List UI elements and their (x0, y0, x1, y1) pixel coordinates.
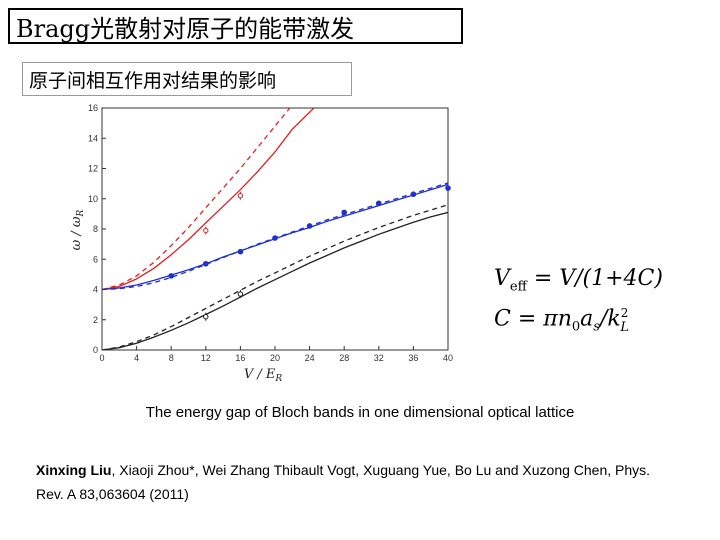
x-tick-label: 40 (443, 353, 453, 363)
x-tick-label: 24 (305, 353, 315, 363)
slide-title: Bragg光散射对原子的能带激发 (8, 8, 463, 44)
citation-rest: , Xiaoji Zhou*, Wei Zhang Thibault Vogt,… (36, 462, 651, 502)
y-tick-label: 2 (93, 315, 98, 325)
y-tick-label: 6 (93, 254, 98, 264)
data-point-red (203, 227, 209, 234)
y-tick-label: 8 (93, 224, 98, 234)
series-line-red-dashed (102, 108, 291, 291)
x-tick-label: 12 (201, 353, 211, 363)
x-tick-label: 0 (99, 353, 104, 363)
x-tick-label: 20 (270, 353, 280, 363)
y-tick-label: 14 (88, 133, 98, 143)
y-tick-label: 12 (88, 164, 98, 174)
series-line-red-solid (102, 108, 315, 291)
x-tick-label: 36 (408, 353, 418, 363)
figure-caption: The energy gap of Bloch bands in one dim… (145, 404, 575, 421)
plot-frame (101, 107, 449, 351)
x-tick-label: 16 (235, 353, 245, 363)
slide-subtitle: 原子间相互作用对结果的影响 (22, 62, 352, 96)
x-tick-label: 32 (374, 353, 384, 363)
series-line-black-dashed (102, 204, 448, 350)
data-point-blue (168, 273, 174, 279)
y-axis-label: ω / ωR (69, 209, 86, 250)
citation: Xinxing Liu, Xiaoji Zhou*, Wei Zhang Thi… (36, 458, 676, 506)
equation-c: C = πn0as/k2L (494, 306, 629, 335)
y-tick-label: 0 (93, 345, 98, 355)
y-tick-label: 16 (88, 103, 98, 113)
data-point-blue (376, 200, 382, 207)
y-tick-label: 10 (88, 194, 98, 204)
x-tick-label: 4 (134, 353, 139, 363)
data-point-blue (272, 235, 278, 241)
x-axis-label: V / ER (244, 367, 283, 384)
data-point-blue (445, 185, 451, 191)
data-point-blue (306, 223, 313, 229)
data-point-black (203, 314, 209, 320)
equation-veff: Veff = V/(1+4C) (494, 266, 663, 295)
series-line-black-solid (102, 211, 448, 350)
y-tick-label: 4 (93, 285, 98, 295)
data-point-blue (237, 248, 244, 255)
data-point-blue (203, 260, 209, 267)
data-point-blue (410, 191, 417, 198)
x-tick-label: 8 (169, 353, 174, 363)
data-point-blue (341, 209, 348, 216)
data-point-black (237, 291, 244, 297)
x-tick-label: 28 (339, 353, 349, 363)
lead-author: Xinxing Liu (36, 462, 112, 478)
data-point-red (237, 193, 244, 199)
